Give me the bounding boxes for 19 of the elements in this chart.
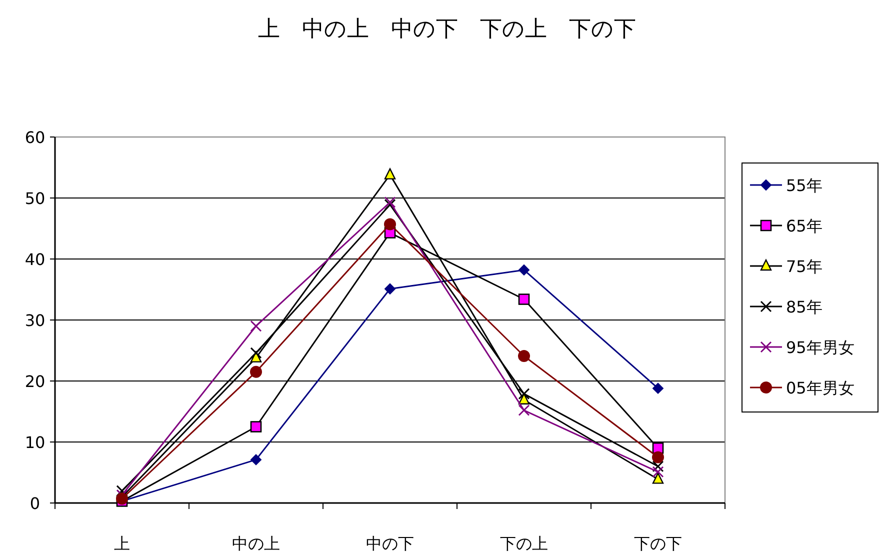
x-tick-label: 上 [114,534,130,553]
x-tick-label: 中の上 [232,534,280,553]
x-tick-label: 下の下 [634,534,682,553]
y-tick-label: 30 [24,311,46,330]
x-tick-label: 中の下 [366,534,414,553]
y-tick-label: 20 [24,372,46,391]
y-tick-label: 0 [30,494,40,513]
legend-label: 55年 [786,176,822,195]
legend-label: 05年男女 [786,378,854,398]
legend-label: 65年 [786,216,822,236]
y-tick-label: 60 [24,128,46,147]
legend-label: 85年 [786,298,822,316]
title: 上 中の上 中の下 下の上 下の下 [258,17,636,42]
y-tick-label: 10 [24,433,46,452]
legend-label: 75年 [786,257,822,276]
y-tick-label: 50 [24,189,46,208]
y-tick-label: 40 [24,250,46,269]
x-tick-label: 下の上 [500,534,548,553]
legend-label: 95年男女 [786,338,854,357]
